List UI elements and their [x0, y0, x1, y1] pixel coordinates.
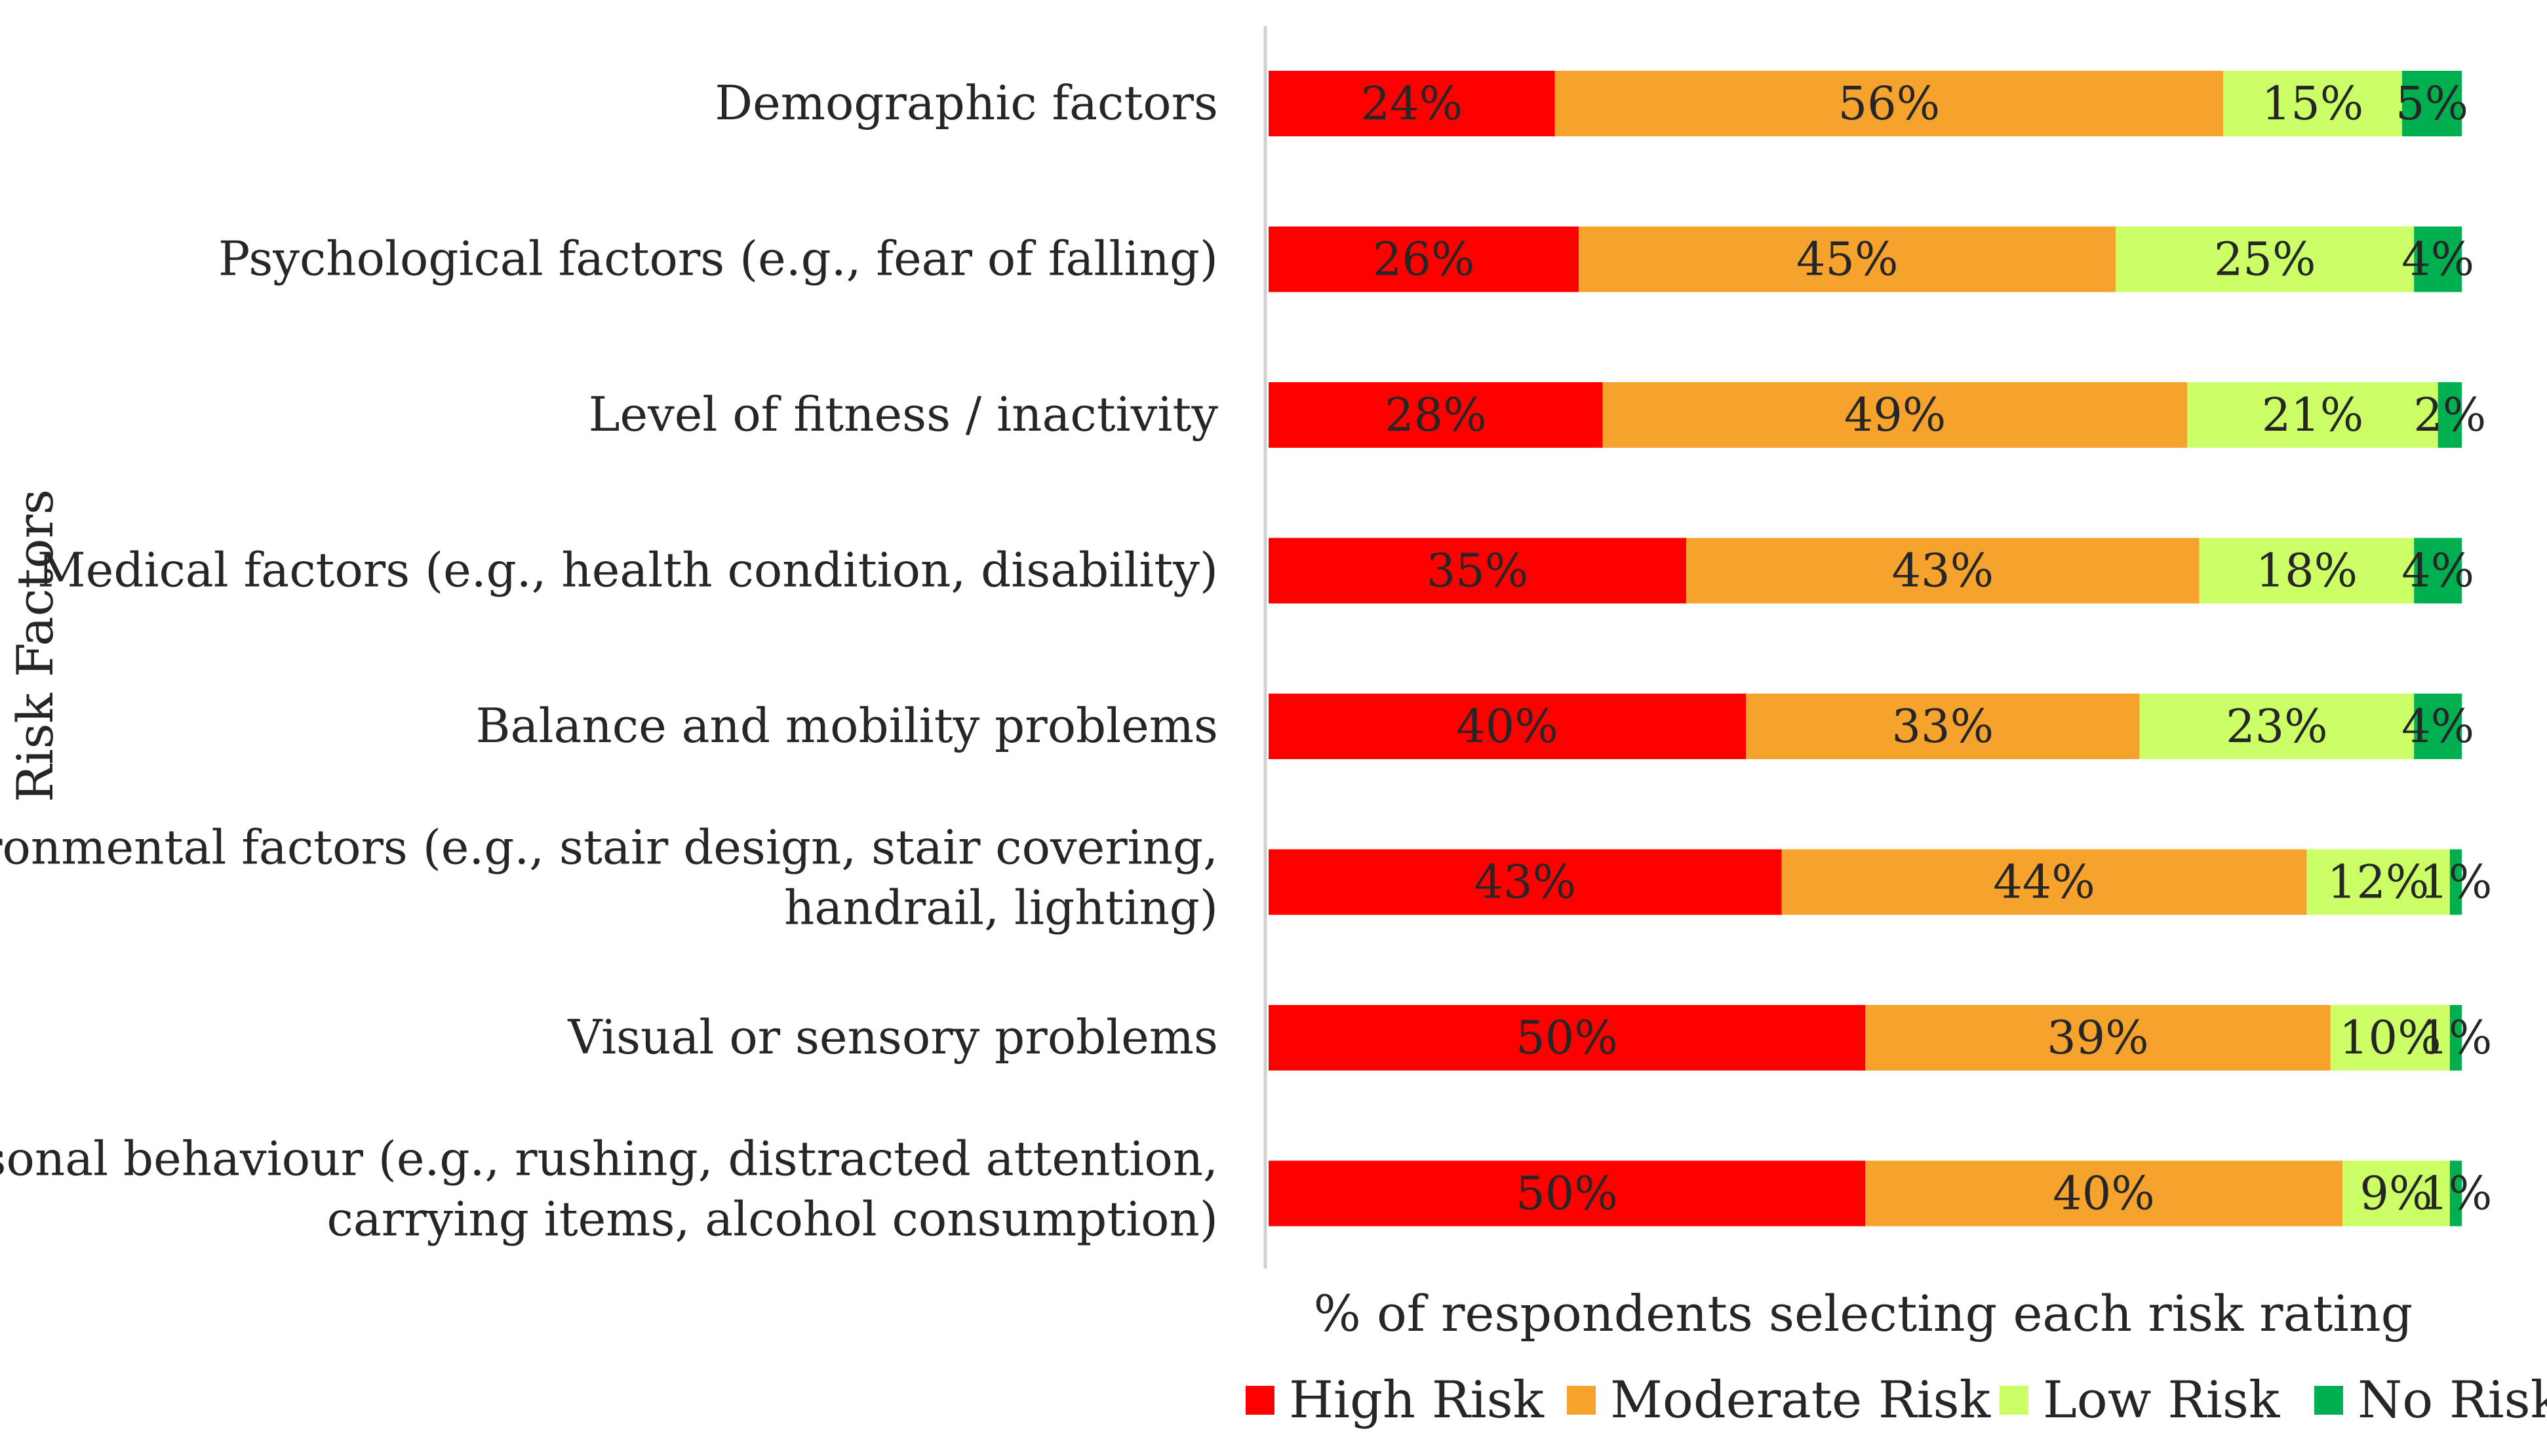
category-label-6-line-2: handrail, lighting): [784, 880, 1218, 935]
bar-high-risk-row-4: [1269, 538, 1686, 604]
bar-no-risk-row-1: [2402, 71, 2462, 136]
bar-low-risk-row-3: [2187, 382, 2438, 448]
legend-label-low-risk: Low Risk: [2043, 1371, 2280, 1430]
data-label-no-risk-row-3: 2%: [2413, 388, 2486, 442]
category-labels: Demographic factors Psychological factors…: [0, 75, 1218, 1247]
data-label-high-risk-row-8: 50%: [1516, 1167, 1618, 1221]
bar-no-risk-row-6: [2449, 849, 2462, 915]
data-label-moderate-risk-row-5: 33%: [1892, 699, 1994, 753]
data-label-low-risk-row-8: 9%: [2359, 1167, 2432, 1221]
data-label-no-risk-row-1: 5%: [2396, 77, 2468, 130]
bar-moderate-risk-row-1: [1554, 71, 2223, 136]
bar-high-risk-row-3: [1269, 382, 1603, 448]
data-label-high-risk-row-2: 26%: [1373, 233, 1475, 286]
category-label-8-line-2: carrying items, alcohol consumption): [327, 1192, 1218, 1247]
category-label-2: Psychological factors (e.g., fear of fal…: [218, 231, 1218, 286]
data-label-moderate-risk-row-3: 49%: [1844, 388, 1946, 442]
y-axis-title: Risk Factors: [6, 489, 64, 802]
data-label-low-risk-row-3: 21%: [2262, 388, 2364, 442]
category-label-3: Level of fitness / inactivity: [589, 387, 1219, 442]
data-label-high-risk-row-3: 28%: [1385, 388, 1487, 442]
data-label-moderate-risk-row-8: 40%: [2053, 1167, 2155, 1221]
bar-no-risk-row-3: [2438, 382, 2462, 448]
category-label-1: Demographic factors: [715, 75, 1218, 130]
bar-low-risk-row-1: [2223, 71, 2402, 136]
data-label-high-risk-row-5: 40%: [1456, 699, 1558, 753]
data-label-low-risk-row-4: 18%: [2256, 544, 2358, 598]
data-label-no-risk-row-2: 4%: [2401, 233, 2474, 286]
data-label-moderate-risk-row-4: 43%: [1892, 544, 1994, 598]
category-label-6-line-1: Environmental factors (e.g., stair desig…: [0, 820, 1218, 875]
bar-moderate-risk-row-3: [1602, 382, 2188, 448]
data-label-moderate-risk-row-1: 56%: [1838, 77, 1941, 130]
category-label-7: Visual or sensory problems: [567, 1010, 1218, 1065]
data-label-moderate-risk-row-2: 45%: [1796, 233, 1899, 286]
data-label-moderate-risk-row-7: 39%: [2047, 1011, 2149, 1065]
bar-no-risk-row-2: [2414, 226, 2462, 292]
legend-label-no-risk: No Risk: [2358, 1371, 2547, 1430]
data-label-no-risk-row-7: 1%: [2419, 1011, 2492, 1065]
bar-moderate-risk-row-5: [1746, 694, 2140, 759]
data-label-high-risk-row-1: 24%: [1361, 77, 1463, 130]
bar-high-risk-row-6: [1269, 849, 1782, 915]
bar-moderate-risk-row-4: [1686, 538, 2200, 604]
legend-swatch-high-risk: [1246, 1386, 1274, 1415]
data-label-low-risk-row-2: 25%: [2214, 233, 2316, 286]
bar-high-risk-row-1: [1269, 71, 1555, 136]
data-label-no-risk-row-8: 1%: [2419, 1167, 2492, 1221]
bar-low-risk-row-4: [2199, 538, 2415, 604]
legend-swatch-low-risk: [2000, 1386, 2028, 1415]
bar-moderate-risk-row-8: [1865, 1160, 2342, 1227]
data-label-low-risk-row-1: 15%: [2262, 77, 2364, 130]
data-label-high-risk-row-4: 35%: [1427, 544, 1529, 598]
bar-moderate-risk-row-2: [1579, 226, 2116, 292]
data-label-moderate-risk-row-6: 44%: [1993, 856, 2095, 909]
bar-no-risk-row-5: [2414, 694, 2462, 759]
bar-high-risk-row-5: [1269, 694, 1746, 759]
legend-swatch-moderate-risk: [1567, 1386, 1596, 1415]
bar-low-risk-row-2: [2116, 226, 2415, 292]
data-label-no-risk-row-6: 1%: [2419, 856, 2492, 909]
bar-high-risk-row-7: [1269, 1005, 1865, 1071]
x-axis-title: % of respondents selecting each risk rat…: [1314, 1284, 2413, 1343]
bar-low-risk-row-8: [2342, 1160, 2450, 1227]
data-label-low-risk-row-5: 23%: [2226, 699, 2328, 753]
category-label-4: Medical factors (e.g., health condition,…: [37, 543, 1218, 598]
bar-low-risk-row-5: [2139, 694, 2415, 759]
category-label-8-line-1: Personal behaviour (e.g., rushing, distr…: [0, 1131, 1218, 1187]
bar-no-risk-row-7: [2449, 1005, 2462, 1071]
bar-high-risk-row-8: [1269, 1160, 1865, 1227]
legend: High Risk Moderate Risk Low Risk No Risk: [1246, 1371, 2547, 1430]
legend-label-high-risk: High Risk: [1289, 1371, 1545, 1430]
legend-label-moderate-risk: Moderate Risk: [1610, 1371, 1991, 1430]
bar-low-risk-row-6: [2306, 849, 2450, 915]
data-label-low-risk-row-7: 10%: [2339, 1011, 2441, 1065]
bar-moderate-risk-row-6: [1781, 849, 2307, 915]
data-label-no-risk-row-4: 4%: [2401, 544, 2474, 598]
category-label-5: Balance and mobility problems: [476, 698, 1218, 753]
bar-high-risk-row-2: [1269, 226, 1579, 292]
bar-no-risk-row-8: [2449, 1160, 2462, 1227]
bars-group: 24% 56% 15% 5% 26% 45% 25% 4% 28% 49% 21% 2% 35% 43% 1…: [1269, 71, 2492, 1227]
bar-moderate-risk-row-7: [1865, 1005, 2331, 1071]
data-label-high-risk-row-6: 43%: [1474, 856, 1577, 909]
legend-swatch-no-risk: [2314, 1386, 2343, 1415]
data-label-high-risk-row-7: 50%: [1516, 1011, 1618, 1065]
bar-no-risk-row-4: [2414, 538, 2462, 604]
data-label-low-risk-row-6: 12%: [2327, 856, 2430, 909]
data-label-no-risk-row-5: 4%: [2401, 699, 2474, 753]
bar-low-risk-row-7: [2330, 1005, 2450, 1071]
